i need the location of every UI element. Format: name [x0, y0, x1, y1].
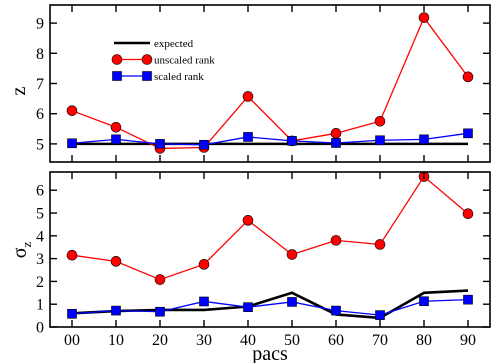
top-y-tick-label-8: 8 [36, 46, 44, 63]
top-point-scaled-rank-0 [67, 138, 77, 149]
bottom-y-tick-label-1: 1 [36, 297, 44, 314]
top-point-unscaled-rank-60 [330, 128, 342, 139]
top-panel-plot [66, 12, 474, 154]
x-tick-label-70: 70 [372, 332, 388, 349]
legend-label-expected: expected [154, 38, 194, 50]
bottom-panel-sigma-z: 0 1 2 3 4 5 6 00 10 20 30 40 50 60 70 80 90 σz pacs [9, 171, 491, 363]
top-point-scaled-rank-60 [331, 138, 341, 148]
bottom-series-line-scaled-rank [71, 298, 469, 316]
top-point-scaled-rank-90 [463, 128, 473, 139]
top-y-tick-label-6: 6 [36, 106, 44, 123]
bottom-panel-frame [49, 171, 491, 328]
bottom-y-tick-label-3: 3 [36, 251, 44, 268]
bottom-point-scaled-rank-90 [463, 294, 473, 305]
bottom-point-unscaled-rank-40 [242, 215, 254, 226]
legend-label-scaled-rank: scaled rank [154, 71, 204, 83]
x-tick-label-30: 30 [196, 332, 212, 349]
top-panel-y-ticks: 5 6 7 8 9 [36, 5, 490, 162]
top-point-unscaled-rank-80 [418, 12, 430, 23]
bottom-panel-y-axis-title: σz [9, 242, 34, 259]
legend: expected unscaled rank scaled rank [111, 38, 215, 83]
legend-marker-unscaled-rank-right [141, 54, 153, 65]
top-point-scaled-rank-80 [419, 134, 429, 145]
legend-marker-scaled-rank-right [142, 71, 152, 81]
bottom-point-scaled-rank-60 [331, 305, 341, 316]
x-tick-label-10: 10 [108, 332, 124, 349]
bottom-point-scaled-rank-0 [67, 308, 77, 319]
x-tick-label-00: 00 [64, 332, 80, 349]
sigma-subscript: z [19, 242, 34, 248]
bottom-point-scaled-rank-20 [155, 306, 165, 317]
bottom-point-unscaled-rank-0 [66, 249, 78, 261]
bottom-y-tick-label-0: 0 [36, 320, 44, 337]
bottom-point-unscaled-rank-50 [286, 249, 298, 260]
bottom-point-scaled-rank-50 [287, 297, 297, 307]
x-tick-label-20: 20 [152, 332, 168, 349]
bottom-point-scaled-rank-40 [243, 302, 253, 312]
top-point-scaled-rank-30 [199, 139, 209, 150]
bottom-point-unscaled-rank-30 [198, 259, 210, 270]
bottom-point-scaled-rank-30 [199, 296, 209, 307]
bottom-point-unscaled-rank-60 [330, 235, 342, 246]
bottom-point-unscaled-rank-20 [154, 274, 166, 285]
top-y-tick-label-7: 7 [36, 76, 44, 93]
legend-label-unscaled-rank: unscaled rank [154, 55, 215, 67]
top-y-tick-label-5: 5 [36, 136, 44, 153]
x-tick-label-60: 60 [328, 332, 344, 349]
legend-marker-scaled-rank-left [112, 71, 122, 81]
top-point-scaled-rank-10 [111, 134, 121, 145]
top-point-unscaled-rank-10 [110, 121, 122, 133]
bottom-y-tick-label-2: 2 [36, 274, 44, 291]
top-point-scaled-rank-20 [155, 139, 165, 149]
x-tick-label-90: 90 [460, 332, 476, 349]
x-tick-label-40: 40 [240, 332, 256, 349]
sigma-label: σ [9, 247, 31, 258]
bottom-panel-y-ticks: 0 1 2 3 4 5 6 [36, 172, 490, 337]
x-tick-label-80: 80 [416, 332, 432, 349]
top-y-tick-label-9: 9 [36, 16, 44, 33]
top-series-line-scaled-rank [71, 132, 469, 146]
bottom-series-line-unscaled-rank [71, 175, 469, 281]
top-point-unscaled-rank-70 [374, 115, 386, 127]
bottom-y-tick-label-5: 5 [36, 206, 44, 223]
bottom-point-scaled-rank-10 [111, 305, 121, 316]
top-point-unscaled-rank-90 [462, 71, 474, 83]
bottom-panel-x-ticks: 00 10 20 30 40 50 60 70 80 90 [64, 332, 476, 349]
top-panel-z: 5 6 7 8 9 z expected unscaled rank scaled rank [8, 4, 491, 163]
top-point-scaled-rank-40 [243, 132, 253, 142]
bottom-point-unscaled-rank-70 [374, 239, 386, 250]
bottom-point-scaled-rank-80 [419, 296, 429, 307]
bottom-y-tick-label-4: 4 [36, 228, 44, 245]
top-panel-y-axis-title: z [8, 86, 30, 95]
bottom-series-line-expected [71, 289, 469, 320]
top-point-scaled-rank-50 [287, 136, 297, 146]
x-tick-label-50: 50 [284, 332, 300, 349]
legend-marker-unscaled-rank-left [111, 54, 123, 65]
bottom-panel-plot [66, 171, 474, 320]
bottom-point-unscaled-rank-10 [110, 256, 122, 267]
top-point-scaled-rank-70 [375, 135, 385, 146]
bottom-y-tick-label-6: 6 [36, 183, 44, 200]
top-series-line-unscaled-rank [71, 16, 469, 150]
top-point-unscaled-rank-40 [242, 91, 254, 102]
bottom-point-scaled-rank-70 [375, 310, 385, 320]
top-point-unscaled-rank-0 [66, 105, 78, 116]
x-axis-title: pacs [252, 343, 288, 363]
bottom-point-unscaled-rank-90 [462, 208, 474, 220]
